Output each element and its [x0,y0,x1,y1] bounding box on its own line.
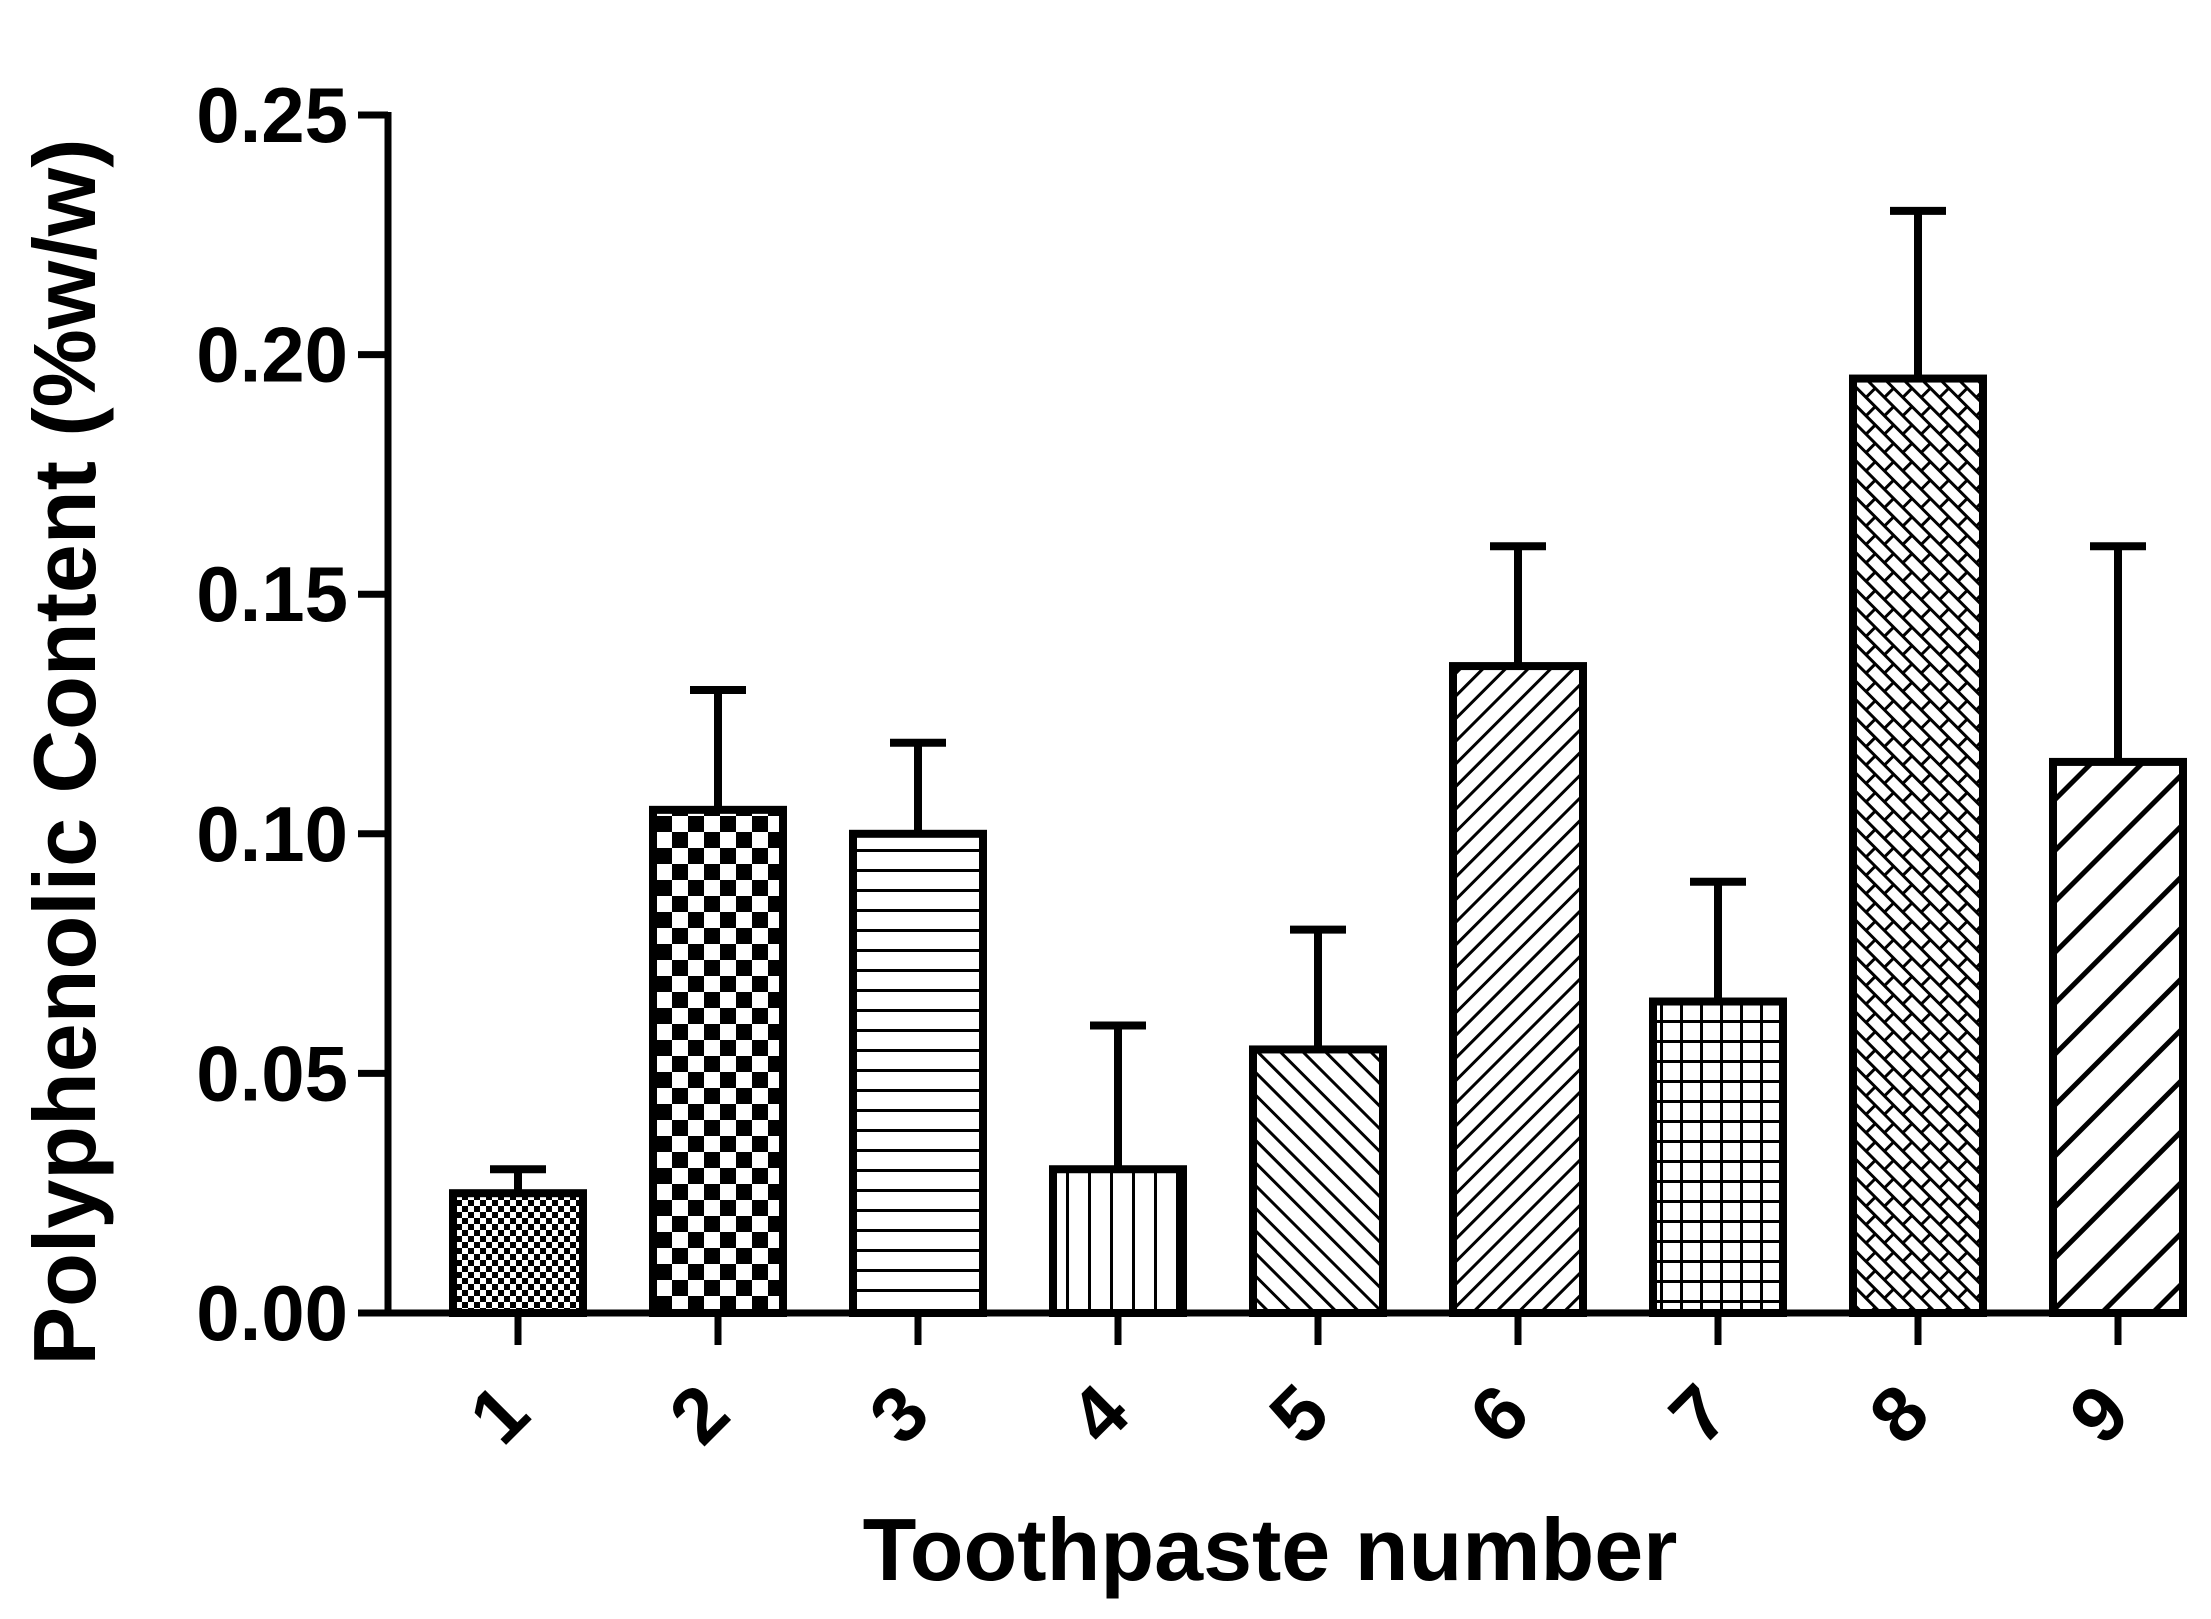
x-tick-label: 1 [452,1367,545,1460]
bar-4 [1049,1165,1187,1317]
y-tick-label: 0.10 [196,790,348,878]
y-tick-label: 0.20 [196,311,348,399]
x-tick-label: 4 [1052,1367,1145,1460]
x-axis: 1 2 3 4 5 6 7 8 9 [385,1309,2175,1460]
bar-2 [649,805,787,1318]
x-tick-label: 6 [1452,1367,1545,1460]
x-tick-label: 5 [1252,1367,1345,1460]
bar-5 [1249,1045,1387,1317]
bar-6 [1449,662,1587,1317]
y-axis-title: Polyphenolic Content (%w/w) [15,138,114,1365]
x-tick-label: 2 [652,1367,745,1460]
bar-1 [449,1189,587,1317]
bar-9 [2049,757,2187,1317]
x-axis-title: Toothpaste number [863,1500,1678,1599]
x-tick-label: 7 [1652,1367,1745,1460]
x-tick-label: 8 [1852,1367,1945,1460]
y-tick-label: 0.05 [196,1029,348,1117]
y-tick-label: 0.00 [196,1269,348,1357]
x-tick-label: 9 [2052,1367,2145,1460]
y-tick-label: 0.25 [196,71,348,159]
x-tick-label: 3 [852,1367,945,1460]
bar-8 [1849,374,1987,1317]
bar-7 [1649,997,1787,1318]
bars [449,206,2187,1318]
y-tick-label: 0.15 [196,550,348,638]
bar-3 [849,829,987,1317]
y-axis: 0.00 0.05 0.10 0.15 0.20 0.25 [196,71,392,1357]
